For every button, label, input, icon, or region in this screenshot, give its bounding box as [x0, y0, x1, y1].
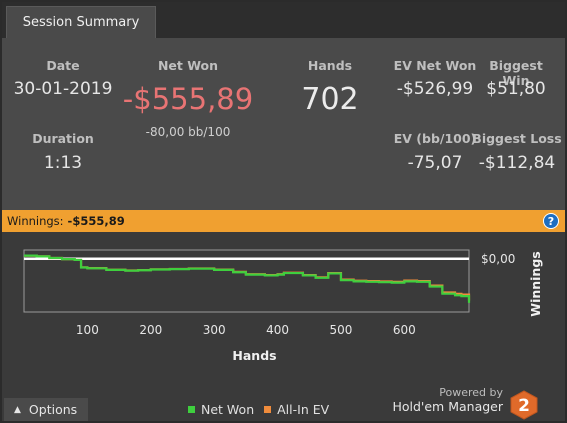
net-won-value: -$555,89 [122, 82, 254, 116]
options-label: Options [28, 402, 78, 417]
series-allin-ev-line [24, 254, 471, 301]
net-won-swatch [188, 406, 195, 413]
chart-legend: Net Won All-In EV [188, 402, 329, 417]
ev-net-won-label: EV Net Won [393, 58, 477, 73]
net-won-bb100: -80,00 bb/100 [145, 125, 231, 139]
legend-net-won: Net Won [201, 402, 255, 417]
ev-bb100-label: EV (bb/100) [393, 131, 477, 146]
svg-text:2: 2 [518, 396, 530, 416]
net-won-label: Net Won [157, 58, 219, 73]
x-axis-label: Hands [232, 348, 276, 363]
x-tick-label: 500 [329, 323, 352, 337]
x-tick-label: 600 [393, 323, 416, 337]
winnings-value: -$555,89 [67, 214, 125, 228]
hands-label: Hands [307, 58, 353, 73]
tab-session-summary[interactable]: Session Summary [6, 6, 156, 38]
plot-frame [23, 249, 470, 313]
biggest-loss-value: -$112,84 [478, 153, 556, 173]
legend-allin-ev: All-In EV [277, 402, 330, 417]
y-tick-label: $0,00 [481, 252, 515, 266]
stats-panel: Date 30-01-2019 Net Won -$555,89 -80,00 … [2, 38, 565, 210]
duration-label: Duration [32, 131, 94, 146]
x-tick-label: 300 [203, 323, 226, 337]
caret-up-icon: ▲ [14, 404, 21, 415]
hm2-logo-icon: 2 [510, 390, 538, 420]
series-net-won-line [24, 254, 471, 303]
biggest-loss-label: Biggest Loss [472, 131, 562, 146]
tab-bar: Session Summary [2, 2, 565, 38]
winnings-bar: Winnings: -$555,89 ? [2, 210, 565, 232]
question-circle-icon[interactable]: ? [543, 213, 559, 229]
x-tick-label: 400 [266, 323, 289, 337]
allin-ev-swatch [264, 406, 272, 413]
winnings-label: Winnings: [7, 214, 64, 228]
powered-by: Powered by Hold'em Manager [392, 386, 503, 414]
biggest-win-label: Biggest Win [489, 58, 543, 88]
hands-value: 702 [301, 82, 359, 117]
winnings-graph-area: $0,00 100 200 300 400 500 600 Hands Winnings [2, 232, 565, 396]
footer-bar: ▲ Options Net Won All-In EV Powered by H… [2, 386, 565, 421]
date-label: Date [46, 58, 80, 73]
x-tick-label: 100 [76, 323, 99, 337]
y-axis-label: Winnings [528, 251, 543, 316]
powered-by-label: Powered by [439, 386, 503, 399]
ev-net-won-value: -$526,99 [396, 79, 474, 99]
duration-value: 1:13 [43, 153, 83, 173]
biggest-win-value: $51,80 [486, 79, 546, 99]
date-value: 30-01-2019 [13, 79, 113, 99]
x-tick-label: 200 [139, 323, 162, 337]
brand-name: Hold'em Manager [392, 399, 503, 414]
options-button[interactable]: ▲ Options [4, 398, 88, 421]
ev-bb100-value: -75,07 [407, 153, 463, 173]
winnings-chart: $0,00 100 200 300 400 500 600 Hands Winnings [23, 249, 543, 363]
